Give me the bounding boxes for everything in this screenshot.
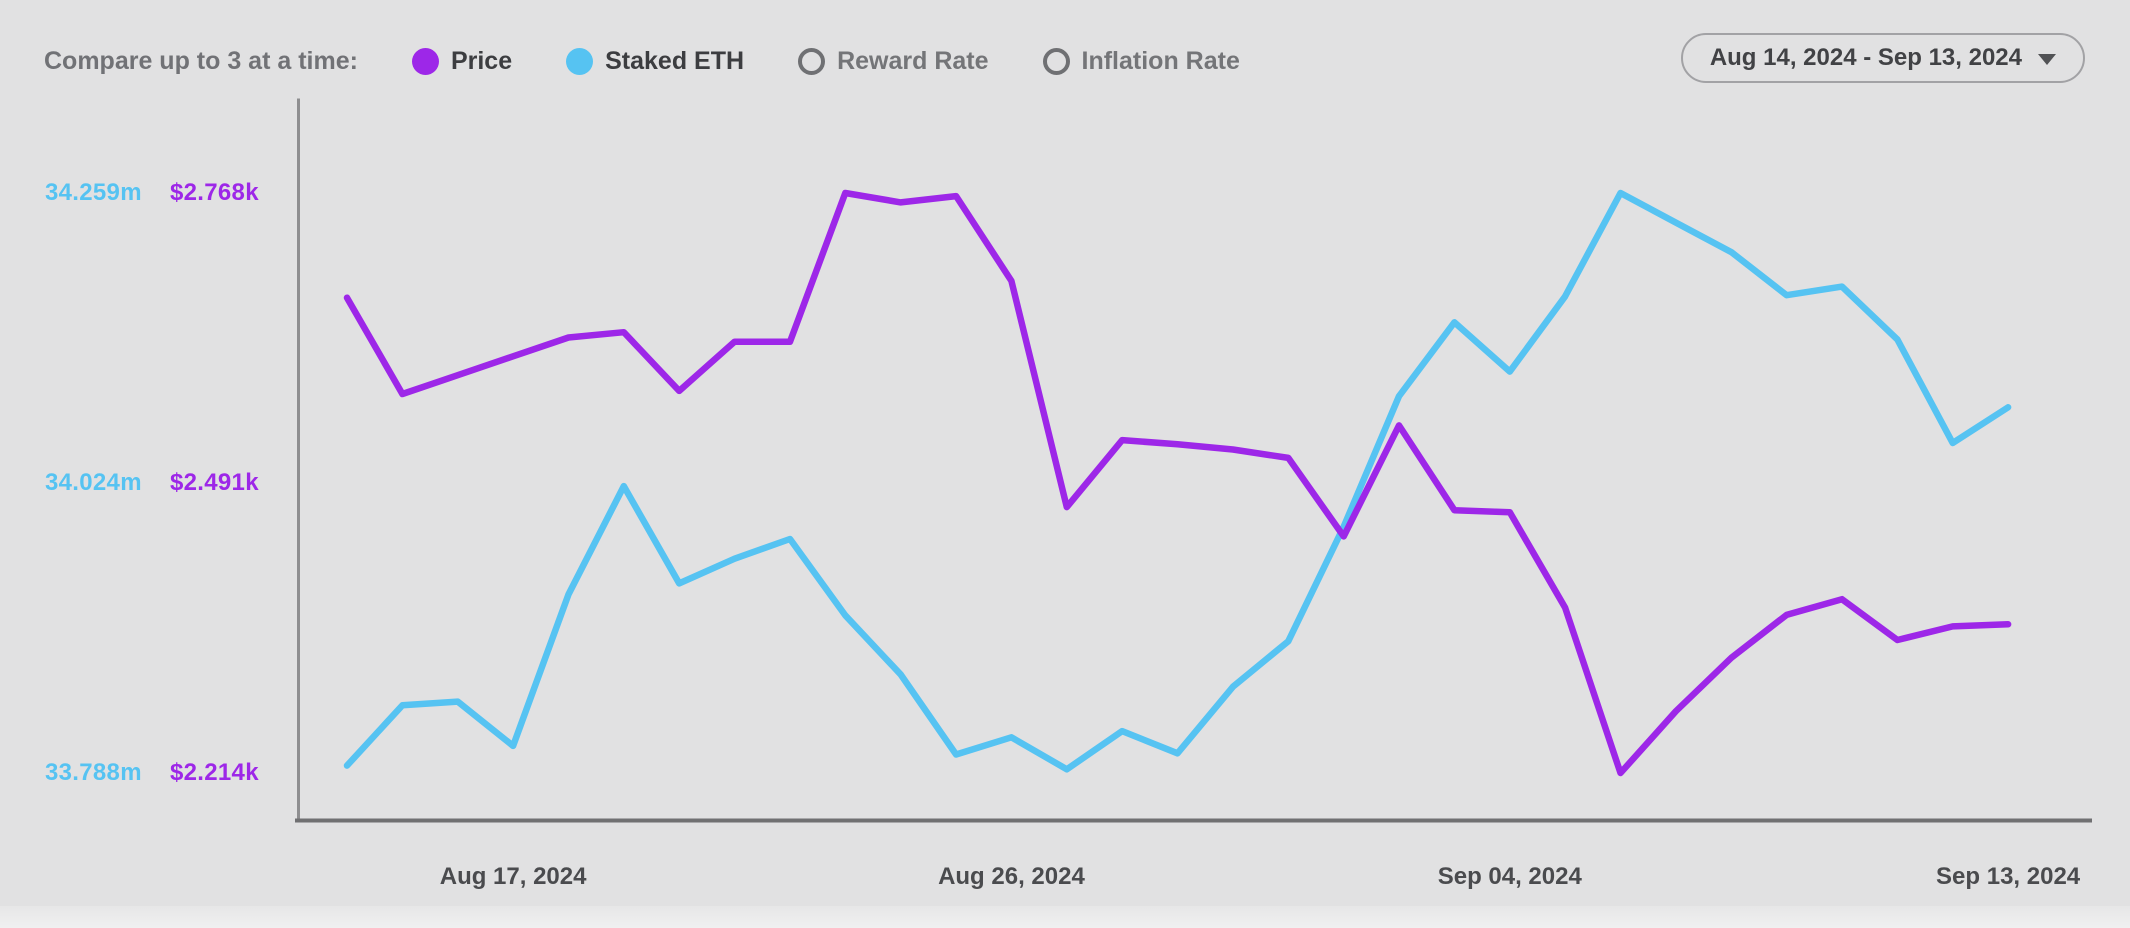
y-axis-price-min: $2.214k [170,759,259,786]
radio-unselected-icon [1042,47,1070,75]
chevron-down-icon [2038,54,2056,65]
legend-prompt: Compare up to 3 at a time: [44,46,358,75]
y-axis-staked-min: 33.788m [45,759,142,786]
legend-item-reward-rate[interactable]: Reward Rate [798,46,989,76]
legend-item-label: Inflation Rate [1081,46,1240,75]
x-tick-label: Sep 13, 2024 [1936,863,2081,890]
staked-eth-dot-icon [566,47,594,75]
x-tick-label: Sep 04, 2024 [1437,863,1582,890]
price-dot-icon [411,47,439,75]
y-axis-price-mid: $2.491k [170,469,259,496]
legend-item-label: Reward Rate [837,46,989,75]
y-axis-price-max: $2.768k [170,179,259,206]
y-axis-staked-mid: 34.024m [45,469,142,496]
y-axis-staked-max: 34.259m [45,179,142,206]
series-selector-row: Compare up to 3 at a time: Price Staked … [44,36,1240,86]
legend-item-price[interactable]: Price [411,46,513,76]
staked-eth-line [343,189,2012,773]
radio-unselected-icon [798,47,826,75]
legend-item-label: Staked ETH [605,46,745,75]
date-range-label: Aug 14, 2024 - Sep 13, 2024 [1709,44,2022,71]
legend-item-label: Price [450,46,513,75]
x-tick-label: Aug 26, 2024 [938,863,1085,890]
x-tick-label: Aug 17, 2024 [439,863,587,890]
legend-item-staked-eth[interactable]: Staked ETH [566,47,744,76]
date-range-picker[interactable]: Aug 14, 2024 - Sep 13, 2024 [1680,33,2085,83]
legend-item-inflation-rate[interactable]: Inflation Rate [1042,46,1240,76]
price-line [343,189,2012,777]
